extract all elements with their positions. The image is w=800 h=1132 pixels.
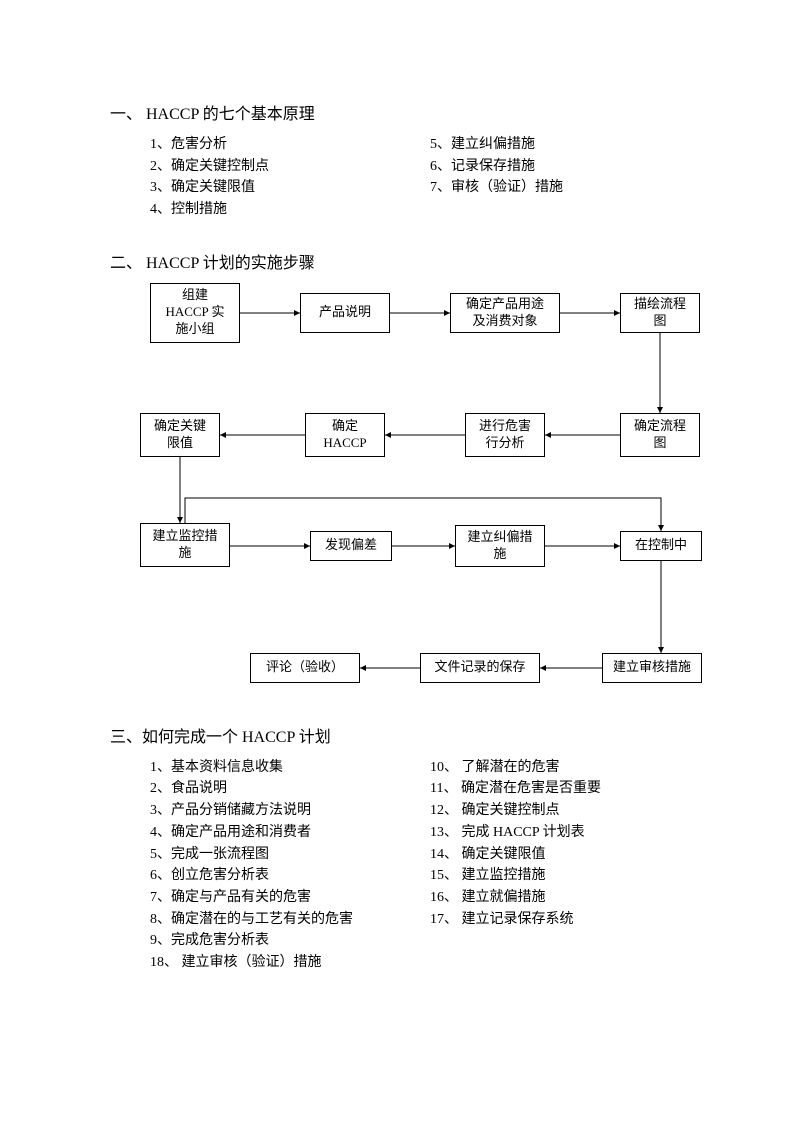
list-item: 17、 建立记录保存系统 <box>430 909 710 931</box>
list-item: 15、 建立监控措施 <box>430 865 710 887</box>
flow-edge <box>185 498 661 531</box>
list-item: 7、确定与产品有关的危害 <box>150 887 430 909</box>
flow-node-n7: 确定HACCP <box>305 413 385 457</box>
flow-node-n15: 评论（验收） <box>250 653 360 683</box>
list-item: 3、确定关键限值 <box>150 177 430 199</box>
section3-right-col: 10、 了解潜在的危害 11、 确定潜在危害是否重要 12、 确定关键控制点 1… <box>430 757 710 974</box>
list-item: 12、 确定关键控制点 <box>430 800 710 822</box>
section3-left-col: 1、基本资料信息收集 2、食品说明 3、产品分销储藏方法说明 4、确定产品用途和… <box>150 757 430 974</box>
section1-heading: 一、 HACCP 的七个基本原理 <box>110 100 710 124</box>
list-item: 9、完成危害分析表 <box>150 930 430 952</box>
list-item: 6、记录保存措施 <box>430 156 710 178</box>
flow-node-n11: 建立纠偏措施 <box>455 525 545 567</box>
haccp-flowchart: 组建HACCP 实施小组 产品说明 确定产品用途及消费对象 描绘流程图确定流程图 进行危… <box>130 283 710 723</box>
flow-node-n6: 进行危害行分析 <box>465 413 545 457</box>
list-item: 7、审核（验证）措施 <box>430 177 710 199</box>
list-item: 4、控制措施 <box>150 199 430 221</box>
list-item: 5、建立纠偏措施 <box>430 134 710 156</box>
flow-node-n13: 建立审核措施 <box>602 653 702 683</box>
section1-list: 1、危害分析 2、确定关键控制点 3、确定关键限值 4、控制措施 5、建立纠偏措… <box>150 134 710 221</box>
list-item: 3、产品分销储藏方法说明 <box>150 800 430 822</box>
list-item: 2、确定关键控制点 <box>150 156 430 178</box>
section1-right-col: 5、建立纠偏措施 6、记录保存措施 7、审核（验证）措施 <box>430 134 710 221</box>
list-item: 13、 完成 HACCP 计划表 <box>430 822 710 844</box>
list-item: 18、 建立审核（验证）措施 <box>150 952 430 974</box>
list-item: 2、食品说明 <box>150 778 430 800</box>
list-item: 5、完成一张流程图 <box>150 844 430 866</box>
list-item: 16、 建立就偏措施 <box>430 887 710 909</box>
list-item: 11、 确定潜在危害是否重要 <box>430 778 710 800</box>
flow-node-n4: 描绘流程图 <box>620 293 700 333</box>
flow-node-n12: 在控制中 <box>620 531 702 561</box>
section3-list: 1、基本资料信息收集 2、食品说明 3、产品分销储藏方法说明 4、确定产品用途和… <box>150 757 710 974</box>
flow-node-n9: 建立监控措施 <box>140 523 230 567</box>
flow-node-n14: 文件记录的保存 <box>420 653 540 683</box>
flow-node-n5: 确定流程图 <box>620 413 700 457</box>
list-item: 1、危害分析 <box>150 134 430 156</box>
flow-node-n8: 确定关键限值 <box>140 413 220 457</box>
list-item: 14、 确定关键限值 <box>430 844 710 866</box>
flow-node-n1: 组建HACCP 实施小组 <box>150 283 240 343</box>
list-item: 10、 了解潜在的危害 <box>430 757 710 779</box>
list-item: 4、确定产品用途和消费者 <box>150 822 430 844</box>
flow-node-n10: 发现偏差 <box>310 531 392 561</box>
section2-heading: 二、 HACCP 计划的实施步骤 <box>110 249 710 273</box>
flow-node-n2: 产品说明 <box>300 293 390 333</box>
list-item: 1、基本资料信息收集 <box>150 757 430 779</box>
section3-heading: 三、如何完成一个 HACCP 计划 <box>110 723 710 747</box>
section1-left-col: 1、危害分析 2、确定关键控制点 3、确定关键限值 4、控制措施 <box>150 134 430 221</box>
list-item: 6、创立危害分析表 <box>150 865 430 887</box>
flow-node-n3: 确定产品用途及消费对象 <box>450 293 560 333</box>
list-item: 8、确定潜在的与工艺有关的危害 <box>150 909 430 931</box>
